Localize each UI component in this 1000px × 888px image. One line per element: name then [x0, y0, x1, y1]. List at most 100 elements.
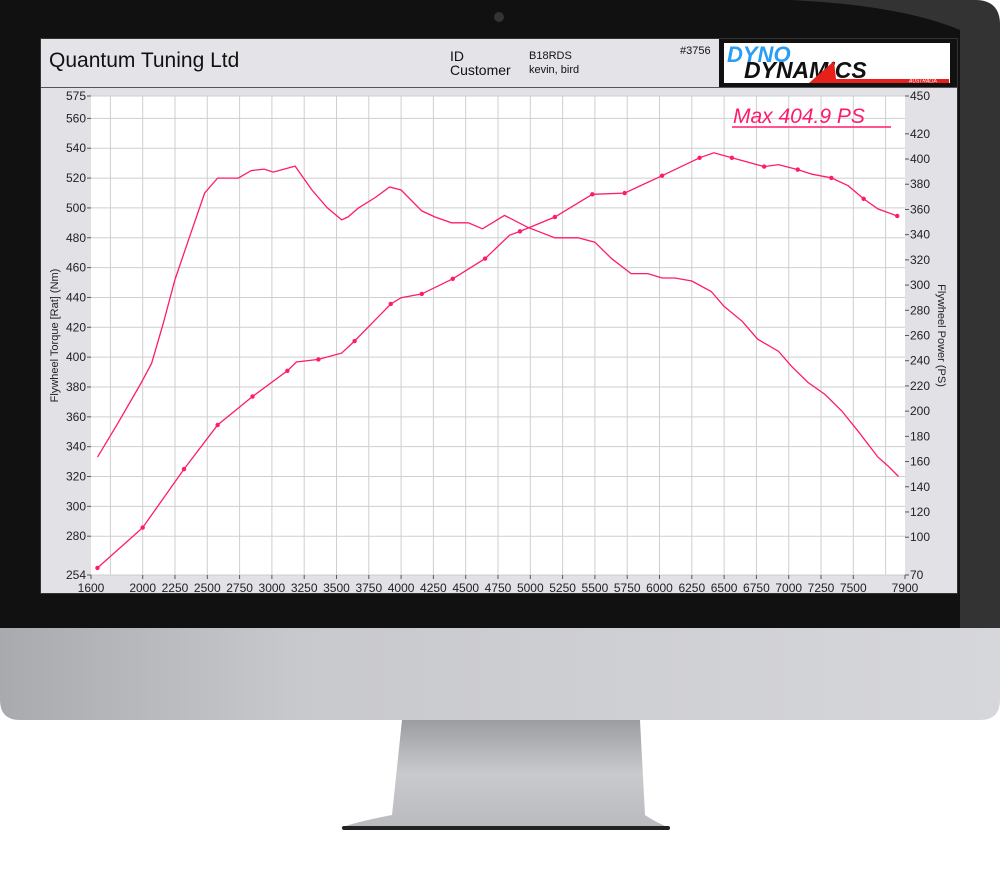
y-tick-label-left: 480	[66, 231, 86, 245]
y-tick-label-left: 400	[66, 350, 86, 364]
y-tick-label-left: 380	[66, 380, 86, 394]
x-tick-label: 7500	[840, 581, 867, 593]
x-tick-label: 4000	[388, 581, 415, 593]
x-tick-label: 6500	[711, 581, 738, 593]
power-marker	[590, 192, 595, 197]
y-tick-label-right: 360	[910, 202, 930, 216]
y-tick-label-left: 520	[66, 171, 86, 185]
y-tick-label-right: 320	[910, 253, 930, 267]
x-tick-label: 2500	[194, 581, 221, 593]
monitor-chin	[0, 628, 1000, 720]
power-marker	[482, 256, 488, 261]
logo-top-text: DYNO	[727, 43, 791, 67]
y-tick-label-right: 200	[910, 404, 930, 418]
y-tick-label-left: 540	[66, 141, 86, 155]
camera-icon	[494, 12, 504, 22]
x-tick-label: 7250	[808, 581, 835, 593]
power-marker	[622, 190, 627, 196]
power-marker	[140, 525, 145, 530]
y-tick-label-left: 560	[66, 111, 86, 125]
power-marker	[250, 394, 255, 399]
torque-curve	[96, 165, 899, 477]
power-marker	[419, 291, 424, 297]
logo-bottom-text: DYNAMICS	[744, 57, 867, 83]
y-tick-label-left: 500	[66, 201, 86, 215]
monitor-stand	[340, 720, 670, 828]
y-tick-label-right: 160	[910, 455, 930, 469]
y-tick-label-left: 254	[66, 568, 86, 582]
y-tick-label-left: 360	[66, 410, 86, 424]
x-tick-label: 4500	[452, 581, 479, 593]
y-tick-label-left: 460	[66, 261, 86, 275]
max-power-annotation: Max 404.9 PS	[733, 105, 865, 128]
customer-value: kevin, bird	[529, 64, 580, 76]
y-tick-label-right: 70	[910, 568, 924, 582]
power-marker	[659, 173, 665, 178]
power-marker	[552, 214, 558, 220]
power-marker	[729, 155, 735, 160]
y-tick-label-right: 220	[910, 379, 930, 393]
x-tick-label: 4750	[485, 581, 512, 593]
x-tick-label: 1600	[78, 581, 105, 593]
y-tick-label-right: 300	[910, 278, 930, 292]
y-tick-label-right: 400	[910, 152, 930, 166]
power-marker	[861, 196, 866, 202]
y-tick-label-right: 280	[910, 303, 930, 317]
x-tick-label: 3000	[259, 581, 286, 593]
power-marker	[517, 229, 523, 234]
company-name: Quantum Tuning Ltd	[49, 49, 240, 72]
y-tick-label-left: 440	[66, 290, 86, 304]
y-axis-label-right: Flywheel Power (PS)	[935, 284, 947, 387]
x-tick-label: 6750	[743, 581, 770, 593]
power-marker	[388, 301, 393, 307]
x-tick-label: 4250	[420, 581, 447, 593]
dyno-dynamics-logo: DYNO DYNAMICS AUSTRALIA	[719, 39, 957, 87]
y-tick-label-left: 300	[66, 499, 86, 513]
power-marker	[316, 357, 321, 362]
x-tick-label: 2250	[162, 581, 189, 593]
y-tick-label-left: 280	[66, 529, 86, 543]
dyno-chart: 254 280 300 320 340 360 380 400 420 440 460 480 500 5…	[49, 89, 947, 593]
y-tick-label-right: 240	[910, 354, 930, 368]
power-marker	[450, 276, 455, 281]
power-marker	[215, 422, 220, 428]
x-tick-label: 6250	[678, 581, 705, 593]
report-header: Quantum Tuning Ltd ID Customer B18RDS ke…	[41, 39, 957, 88]
customer-label: Customer	[450, 62, 511, 78]
x-tick-label: 5750	[614, 581, 641, 593]
x-tick-label: 3250	[291, 581, 318, 593]
power-marker	[895, 213, 900, 219]
y-tick-label-left: 575	[66, 89, 86, 103]
y-tick-label-right: 380	[910, 177, 930, 191]
power-marker	[795, 167, 800, 172]
power-marker	[181, 466, 187, 472]
y-tick-label-left: 320	[66, 470, 86, 484]
y-tick-label-right: 100	[910, 530, 930, 544]
x-tick-label: 5250	[549, 581, 576, 593]
y-tick-label-right: 180	[910, 429, 930, 443]
id-value: B18RDS	[529, 50, 572, 62]
y-tick-label-right: 450	[910, 89, 930, 103]
dyno-report-screen: Quantum Tuning Ltd ID Customer B18RDS ke…	[40, 38, 958, 594]
x-tick-label: 5500	[582, 581, 609, 593]
power-marker	[761, 164, 767, 169]
x-tick-label: 6000	[646, 581, 673, 593]
y-tick-label-right: 420	[910, 127, 930, 141]
x-tick-label: 3750	[355, 581, 382, 593]
y-tick-label-right: 120	[910, 505, 930, 519]
y-tick-label-left: 340	[66, 440, 86, 454]
x-tick-label: 2750	[226, 581, 253, 593]
power-marker	[285, 368, 290, 373]
power-marker	[829, 175, 834, 181]
logo-sub-text: AUSTRALIA	[908, 79, 937, 84]
run-number: #3756	[680, 45, 711, 57]
power-marker	[352, 338, 357, 344]
x-tick-label: 7900	[892, 581, 919, 593]
x-tick-label: 3500	[323, 581, 350, 593]
power-marker	[95, 565, 100, 571]
y-tick-label-right: 340	[910, 228, 930, 242]
id-label: ID	[450, 48, 464, 64]
y-tick-label-right: 260	[910, 329, 930, 343]
power-marker	[697, 155, 702, 160]
x-tick-label: 2000	[129, 581, 156, 593]
